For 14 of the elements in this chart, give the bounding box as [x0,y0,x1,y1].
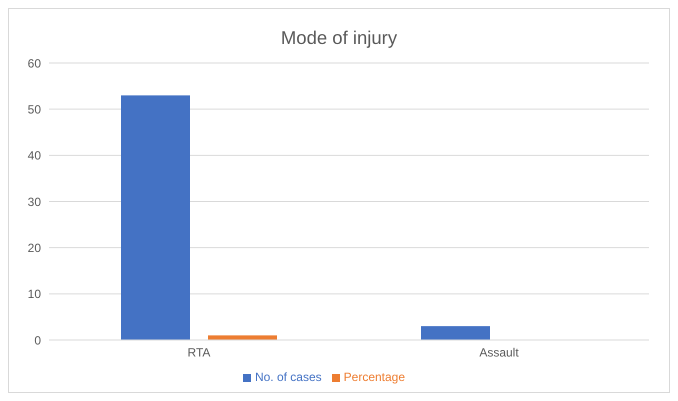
y-tick-label: 30 [28,194,42,209]
y-tick-label: 20 [28,240,42,255]
bar [421,326,490,340]
bar [121,95,190,340]
legend-label: No. of cases [254,370,322,384]
y-tick-label: 40 [28,148,42,163]
y-tick-label: 60 [28,56,42,70]
y-tick-label: 50 [28,102,42,116]
y-tick-label: 10 [28,287,42,302]
legend-label: Percentage [344,370,406,384]
x-tick-label: Assault [479,346,520,360]
chart-title: Mode of injury [280,26,398,49]
y-tick-label: 0 [34,333,42,348]
x-tick-label: RTA [188,346,210,360]
